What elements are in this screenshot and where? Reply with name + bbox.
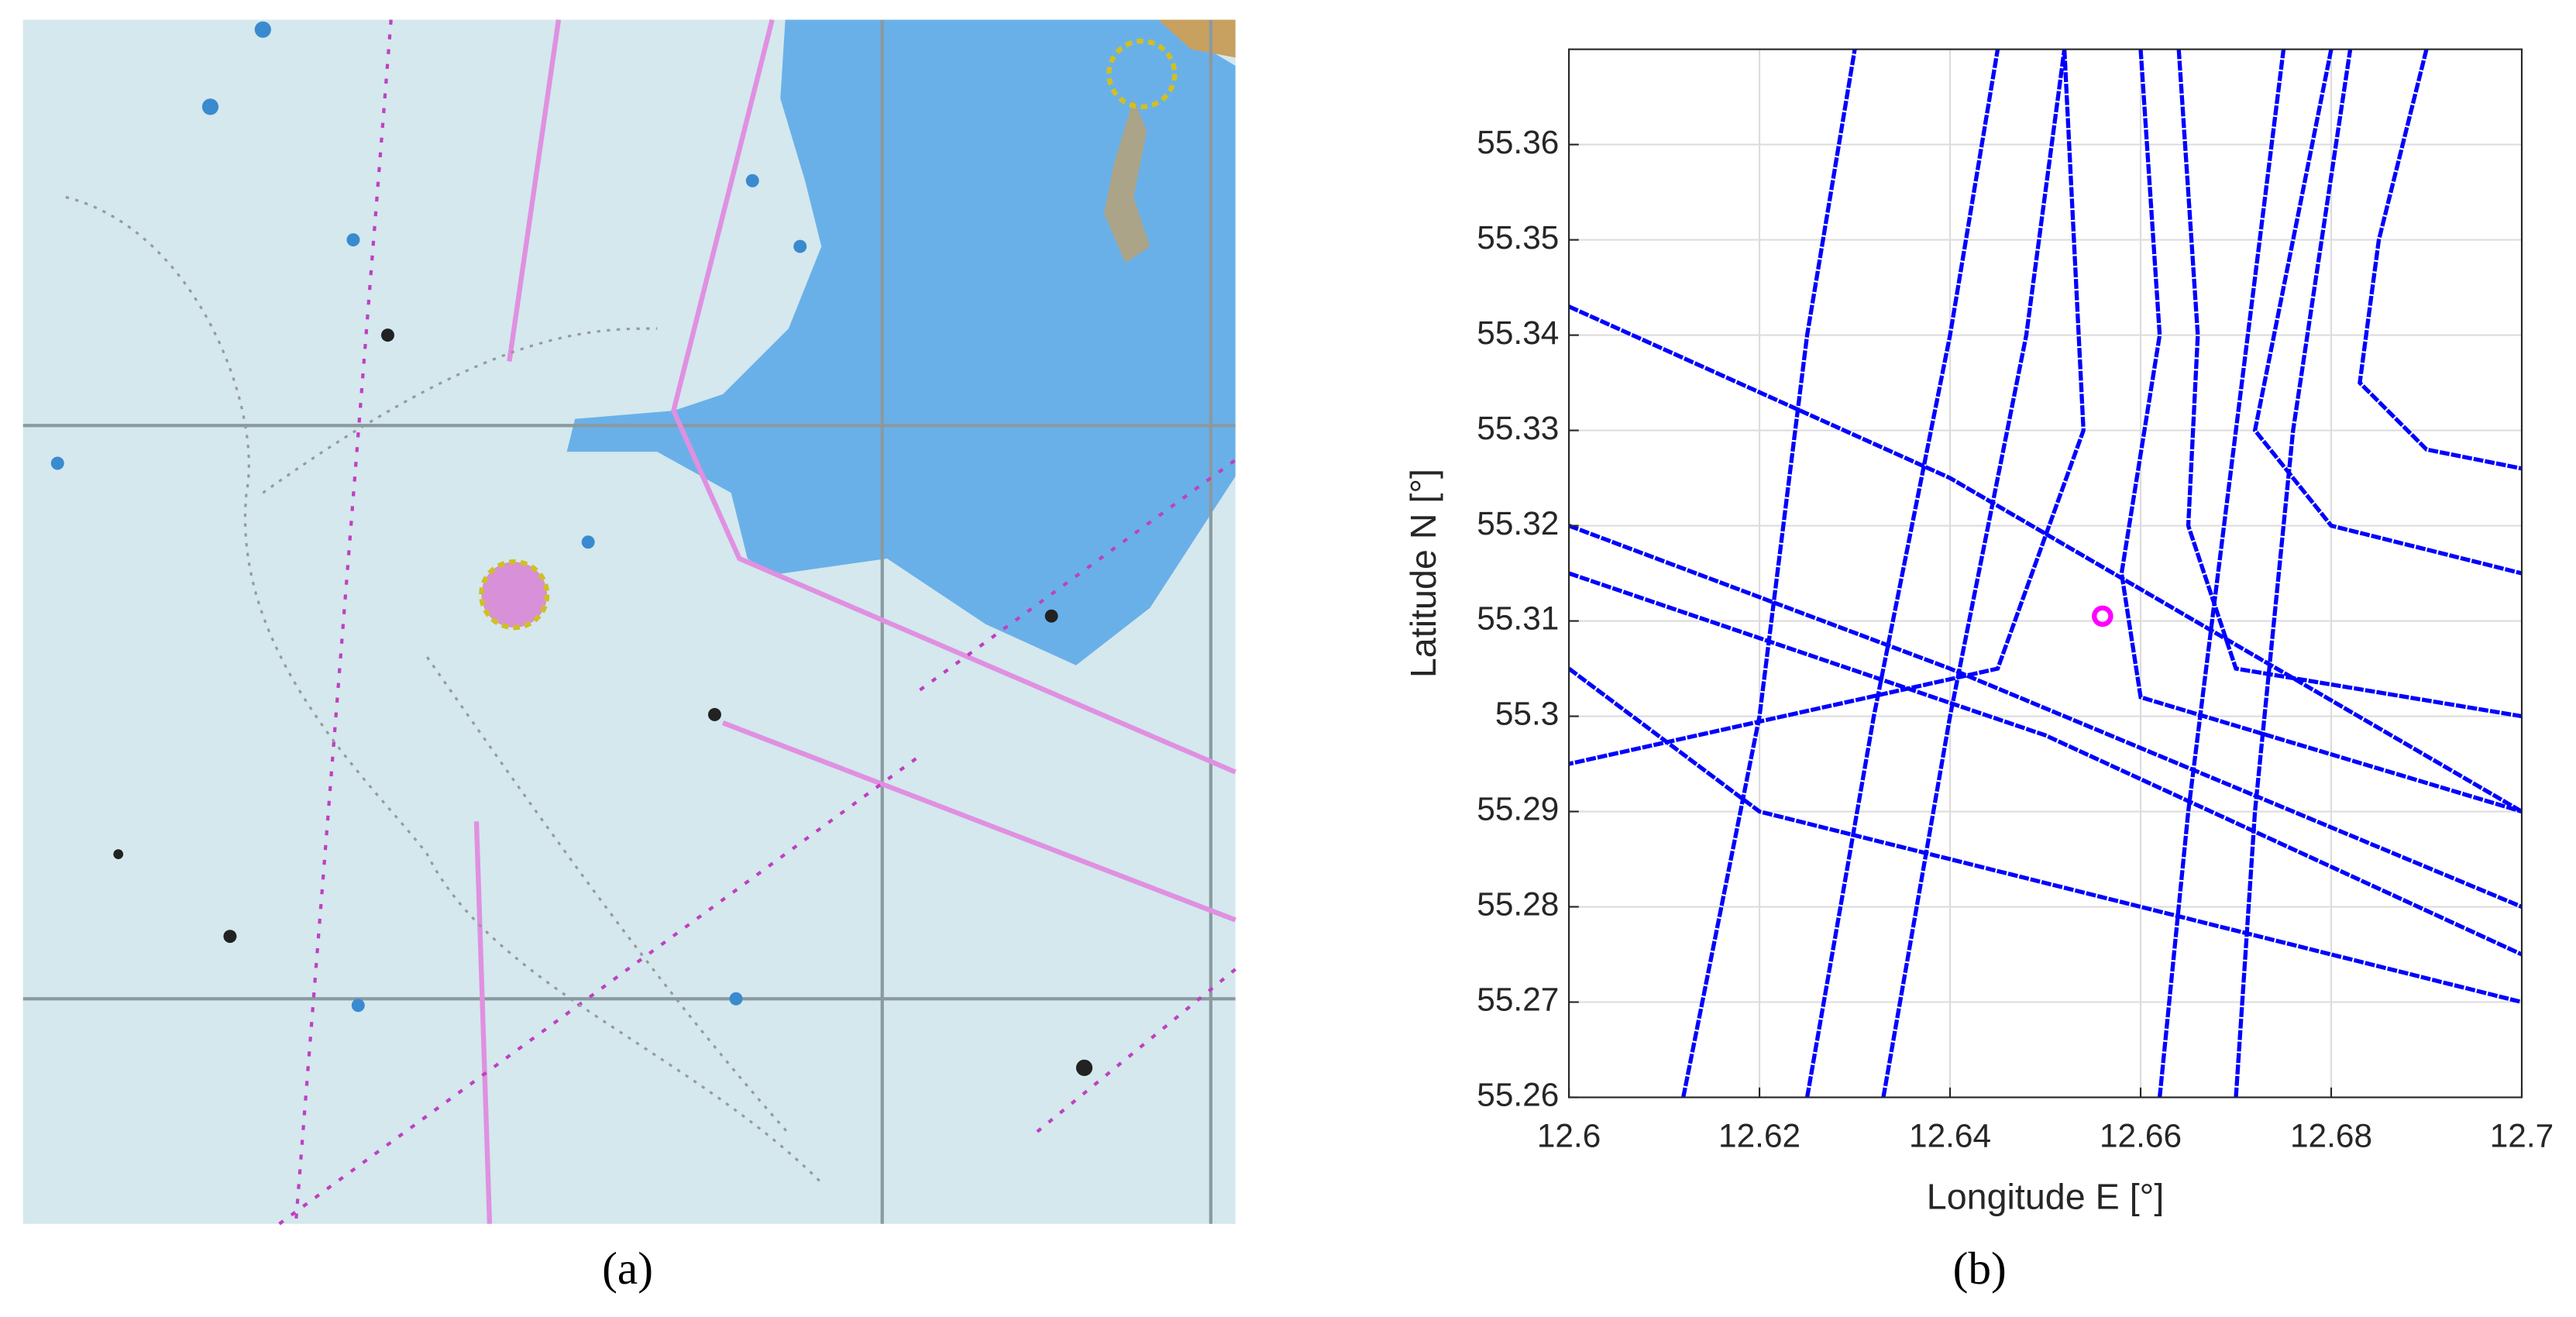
panel-label: (b) [1953, 1243, 2007, 1294]
track [1804, 49, 2000, 1098]
trajectory-plot: Longitude E [°] Latitude N [°] (b) 12.6 1… [1403, 48, 2554, 1294]
y-axis-label: Latitude N [°] [1403, 469, 1443, 678]
x-tick-label: 12.64 [1909, 1118, 1991, 1154]
markers [50, 21, 807, 1013]
y-tick-label: 55.26 [1477, 1077, 1559, 1113]
y-tick-label: 55.32 [1477, 505, 1559, 542]
y-tick-label: 55.29 [1477, 791, 1559, 827]
x-tick-label: 12.68 [2290, 1118, 2372, 1154]
y-tick-label: 55.33 [1477, 410, 1559, 446]
track [1881, 49, 2067, 1098]
land [1157, 19, 1236, 58]
track [2234, 49, 2353, 1098]
track [2176, 49, 2522, 719]
buoy-symbol [479, 559, 550, 631]
y-tick-label: 55.34 [1477, 315, 1559, 351]
y-tick-label: 55.35 [1477, 219, 1559, 256]
y-tick-label: 55.27 [1477, 982, 1559, 1018]
y-tick-label: 55.3 [1495, 696, 1560, 732]
x-axis-label: Longitude E [°] [1927, 1176, 2164, 1216]
x-tick-label: 12.6 [1537, 1118, 1601, 1154]
tracks [1569, 49, 2522, 1098]
island [1104, 98, 1150, 263]
x-tick-label: 12.7 [2490, 1118, 2554, 1154]
plot-area [1569, 49, 2522, 1098]
track [1569, 49, 2086, 766]
depth-contours [65, 195, 823, 1184]
y-tick-label: 55.28 [1477, 886, 1559, 923]
track [1569, 524, 2522, 909]
track [2119, 49, 2522, 814]
buoy-symbol [1106, 38, 1178, 110]
track [2358, 49, 2522, 471]
dashed-lines [278, 19, 1236, 1226]
route-lines [473, 19, 1236, 1224]
x-tick-label: 12.66 [2100, 1118, 2182, 1154]
track [1681, 49, 1857, 1098]
track [1569, 304, 2522, 813]
y-tick-label: 55.31 [1477, 600, 1559, 637]
nautical-map: (a) [22, 19, 1236, 1294]
x-tick-label: 12.62 [1718, 1118, 1800, 1154]
beacons [113, 328, 1093, 1076]
track [1569, 571, 2522, 957]
axes-box [1568, 48, 2523, 1099]
panel-label: (a) [602, 1243, 653, 1294]
marker [2092, 605, 2113, 628]
water [566, 19, 1236, 665]
track [1569, 666, 2522, 1005]
track [2157, 49, 2286, 1098]
y-tick-label: 55.36 [1477, 124, 1559, 160]
track [2252, 49, 2522, 576]
